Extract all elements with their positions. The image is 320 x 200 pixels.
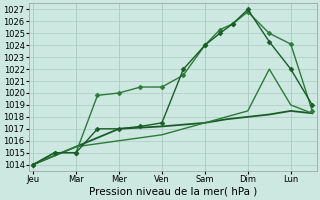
X-axis label: Pression niveau de la mer( hPa ): Pression niveau de la mer( hPa ): [89, 187, 257, 197]
